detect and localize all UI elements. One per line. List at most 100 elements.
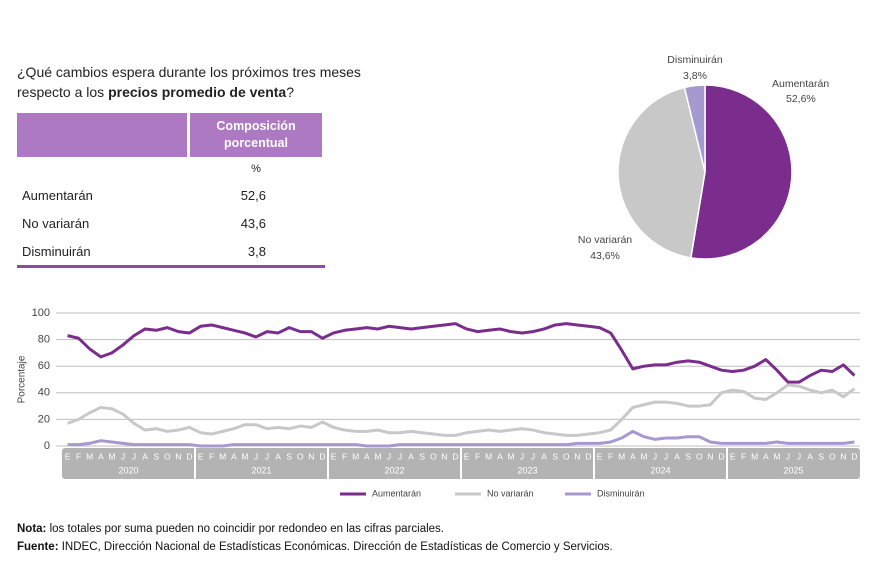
x-tick-label: D — [186, 451, 192, 461]
x-tick-label: E — [730, 451, 736, 461]
row-value: 43,6 — [240, 216, 266, 231]
x-tick-label: F — [608, 451, 613, 461]
unit: % — [251, 163, 261, 175]
x-tick-label: M — [241, 451, 248, 461]
row-value: 52,6 — [240, 188, 266, 203]
x-tick-label: O — [430, 451, 437, 461]
x-tick-label: D — [452, 451, 458, 461]
x-tick-label: S — [818, 451, 824, 461]
x-tick-label: N — [840, 451, 846, 461]
column-header: Composición porcentual — [216, 119, 296, 150]
x-tick-label: M — [86, 451, 93, 461]
x-tick-label: O — [297, 451, 304, 461]
y-tick-label: 80 — [38, 334, 50, 346]
x-tick-label: J — [254, 451, 258, 461]
legend-label: No variarán — [487, 488, 534, 498]
source: Fuente: INDEC, Dirección Nacional de Est… — [17, 538, 613, 556]
x-tick-label: E — [597, 451, 603, 461]
x-tick-label: J — [265, 451, 269, 461]
x-tick-label: J — [531, 451, 535, 461]
x-tick-label: S — [153, 451, 159, 461]
year-label: 2023 — [517, 465, 537, 475]
y-tick-label: 60 — [38, 360, 50, 372]
x-tick-label: M — [773, 451, 780, 461]
x-tick-label: N — [574, 451, 580, 461]
note-label: Nota: — [17, 523, 47, 535]
x-tick-label: A — [541, 451, 547, 461]
x-tick-label: A — [674, 451, 680, 461]
x-tick-label: A — [408, 451, 414, 461]
x-tick-label: J — [520, 451, 524, 461]
x-tick-label: M — [219, 451, 226, 461]
x-tick-label: A — [497, 451, 503, 461]
x-tick-label: N — [441, 451, 447, 461]
x-tick-label: F — [76, 451, 81, 461]
row-name: No variarán — [22, 216, 90, 231]
x-tick-label: A — [630, 451, 636, 461]
x-tick-label: A — [98, 451, 104, 461]
x-tick-label: J — [653, 451, 657, 461]
note: Nota: los totales por suma pueden no coi… — [17, 520, 613, 538]
x-tick-label: J — [387, 451, 391, 461]
x-tick-label: A — [142, 451, 148, 461]
row-name: Disminuirán — [22, 244, 91, 259]
pie-value-label: 43,6% — [590, 250, 620, 262]
year-label: 2021 — [251, 465, 271, 475]
x-tick-label: M — [640, 451, 647, 461]
y-axis-label: Porcentaje — [17, 355, 28, 403]
x-tick-label: D — [718, 451, 724, 461]
x-tick-label: M — [108, 451, 115, 461]
x-tick-label: F — [741, 451, 746, 461]
question-text: ¿Qué cambios espera durante los próximos… — [17, 64, 361, 100]
x-tick-label: A — [275, 451, 281, 461]
x-tick-label: A — [231, 451, 237, 461]
pie-value-label: 3,8% — [683, 70, 707, 82]
pie-slice — [617, 86, 706, 259]
header-gap — [187, 113, 190, 157]
x-tick-label: M — [374, 451, 381, 461]
x-tick-label: A — [364, 451, 370, 461]
x-tick-label: E — [464, 451, 470, 461]
pie-label: Aumentarán — [772, 78, 829, 90]
source-text: INDEC, Dirección Nacional de Estadística… — [58, 541, 613, 553]
x-tick-label: M — [352, 451, 359, 461]
x-tick-label: J — [132, 451, 136, 461]
x-tick-label: J — [398, 451, 402, 461]
x-tick-label: J — [121, 451, 125, 461]
x-tick-label: S — [286, 451, 292, 461]
y-tick-label: 0 — [44, 440, 50, 452]
pie-value-label: 52,6% — [786, 93, 816, 105]
x-tick-label: A — [807, 451, 813, 461]
note-text: los totales por suma pueden no coincidir… — [46, 523, 445, 535]
x-tick-label: J — [664, 451, 668, 461]
row-value: 3,8 — [247, 244, 266, 259]
year-label: 2025 — [783, 465, 803, 475]
question: ¿Qué cambios espera durante los próximos… — [17, 62, 417, 102]
y-tick-label: 100 — [32, 307, 50, 319]
legend-label: Disminuirán — [597, 488, 645, 498]
x-tick-label: S — [552, 451, 558, 461]
year-label: 2024 — [650, 465, 670, 475]
series-line — [67, 383, 856, 437]
x-tick-label: F — [342, 451, 347, 461]
year-label: 2022 — [384, 465, 404, 475]
x-tick-label: D — [319, 451, 325, 461]
x-tick-label: O — [563, 451, 570, 461]
x-tick-label: J — [797, 451, 801, 461]
x-tick-label: M — [751, 451, 758, 461]
x-tick-label: E — [331, 451, 337, 461]
x-tick-label: O — [696, 451, 703, 461]
pie-slice — [683, 84, 706, 173]
x-tick-label: M — [485, 451, 492, 461]
x-tick-label: E — [65, 451, 71, 461]
x-tick-label: A — [763, 451, 769, 461]
x-tick-label: N — [175, 451, 181, 461]
source-label: Fuente: — [17, 541, 59, 553]
x-tick-label: E — [198, 451, 204, 461]
x-tick-label: D — [851, 451, 857, 461]
x-tick-label: M — [507, 451, 514, 461]
notes: Nota: los totales por suma pueden no coi… — [17, 520, 613, 556]
row-name: Aumentarán — [22, 188, 93, 203]
x-tick-label: N — [707, 451, 713, 461]
